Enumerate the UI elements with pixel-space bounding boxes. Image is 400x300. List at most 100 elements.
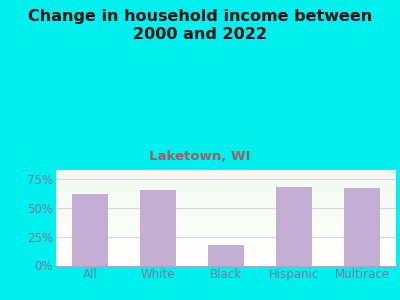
Bar xyxy=(56,217,396,218)
Bar xyxy=(56,260,396,261)
Bar xyxy=(56,169,396,170)
Bar xyxy=(56,264,396,265)
Bar xyxy=(56,196,396,197)
Bar xyxy=(56,208,396,209)
Bar xyxy=(56,261,396,262)
Bar xyxy=(56,209,396,210)
Bar xyxy=(56,231,396,232)
Bar xyxy=(56,181,396,182)
Bar xyxy=(56,223,396,224)
Bar xyxy=(56,236,396,237)
Bar xyxy=(72,194,108,266)
Bar xyxy=(56,221,396,222)
Bar xyxy=(56,265,396,266)
Bar xyxy=(56,188,396,189)
Bar xyxy=(56,190,396,192)
Bar xyxy=(56,233,396,234)
Bar xyxy=(56,202,396,203)
Bar xyxy=(56,257,396,258)
Bar xyxy=(56,175,396,176)
Bar xyxy=(56,195,396,196)
Bar xyxy=(56,187,396,188)
Bar xyxy=(56,258,396,259)
Bar xyxy=(56,199,396,200)
Bar xyxy=(56,246,396,247)
Bar xyxy=(56,201,396,202)
Bar xyxy=(56,234,396,235)
Bar xyxy=(56,253,396,254)
Bar xyxy=(56,211,396,212)
Bar xyxy=(56,192,396,193)
Bar xyxy=(56,256,396,257)
Text: Change in household income between
2000 and 2022: Change in household income between 2000 … xyxy=(28,9,372,42)
Text: Laketown, WI: Laketown, WI xyxy=(149,150,251,163)
Bar xyxy=(56,238,396,240)
Bar xyxy=(56,171,396,172)
Bar xyxy=(56,250,396,251)
Bar xyxy=(56,183,396,184)
Bar xyxy=(276,187,312,266)
Bar xyxy=(56,245,396,246)
Bar xyxy=(56,216,396,217)
Bar xyxy=(56,178,396,179)
Bar xyxy=(56,179,396,180)
Bar xyxy=(56,174,396,175)
Bar xyxy=(56,177,396,178)
Bar xyxy=(56,198,396,199)
Bar xyxy=(56,194,396,195)
Bar xyxy=(56,252,396,253)
Bar xyxy=(56,247,396,248)
Bar xyxy=(56,222,396,223)
Bar xyxy=(56,226,396,227)
Bar xyxy=(56,206,396,207)
Bar xyxy=(56,214,396,216)
Bar xyxy=(56,230,396,231)
Bar xyxy=(56,185,396,186)
Bar xyxy=(56,220,396,221)
Bar xyxy=(56,186,396,187)
Bar xyxy=(56,237,396,238)
Bar xyxy=(208,245,244,266)
Bar xyxy=(56,235,396,236)
Bar xyxy=(56,213,396,214)
Bar xyxy=(56,240,396,241)
Bar xyxy=(56,207,396,208)
Bar xyxy=(56,180,396,181)
Bar xyxy=(56,197,396,198)
Bar xyxy=(56,254,396,255)
Bar xyxy=(56,170,396,171)
Bar xyxy=(56,173,396,174)
Bar xyxy=(56,262,396,264)
Bar xyxy=(56,228,396,229)
Bar xyxy=(56,225,396,226)
Bar xyxy=(56,248,396,249)
Bar xyxy=(56,229,396,230)
Bar xyxy=(56,259,396,260)
Bar xyxy=(56,189,396,190)
Bar xyxy=(56,184,396,185)
Bar xyxy=(56,232,396,233)
Bar xyxy=(344,188,380,266)
Bar xyxy=(56,224,396,225)
Bar xyxy=(56,243,396,244)
Bar xyxy=(56,204,396,205)
Bar xyxy=(56,244,396,245)
Bar xyxy=(56,219,396,220)
Bar xyxy=(56,255,396,256)
Bar xyxy=(56,205,396,206)
Bar xyxy=(56,200,396,201)
Bar xyxy=(56,172,396,173)
Bar xyxy=(56,193,396,194)
Bar xyxy=(56,218,396,219)
Bar xyxy=(56,238,396,239)
Bar xyxy=(56,249,396,250)
Bar xyxy=(56,251,396,252)
Bar xyxy=(56,227,396,228)
Bar xyxy=(56,203,396,204)
Bar xyxy=(56,182,396,183)
Bar xyxy=(56,212,396,213)
Bar xyxy=(56,210,396,211)
Bar xyxy=(56,241,396,242)
Bar xyxy=(140,190,176,266)
Bar xyxy=(56,176,396,177)
